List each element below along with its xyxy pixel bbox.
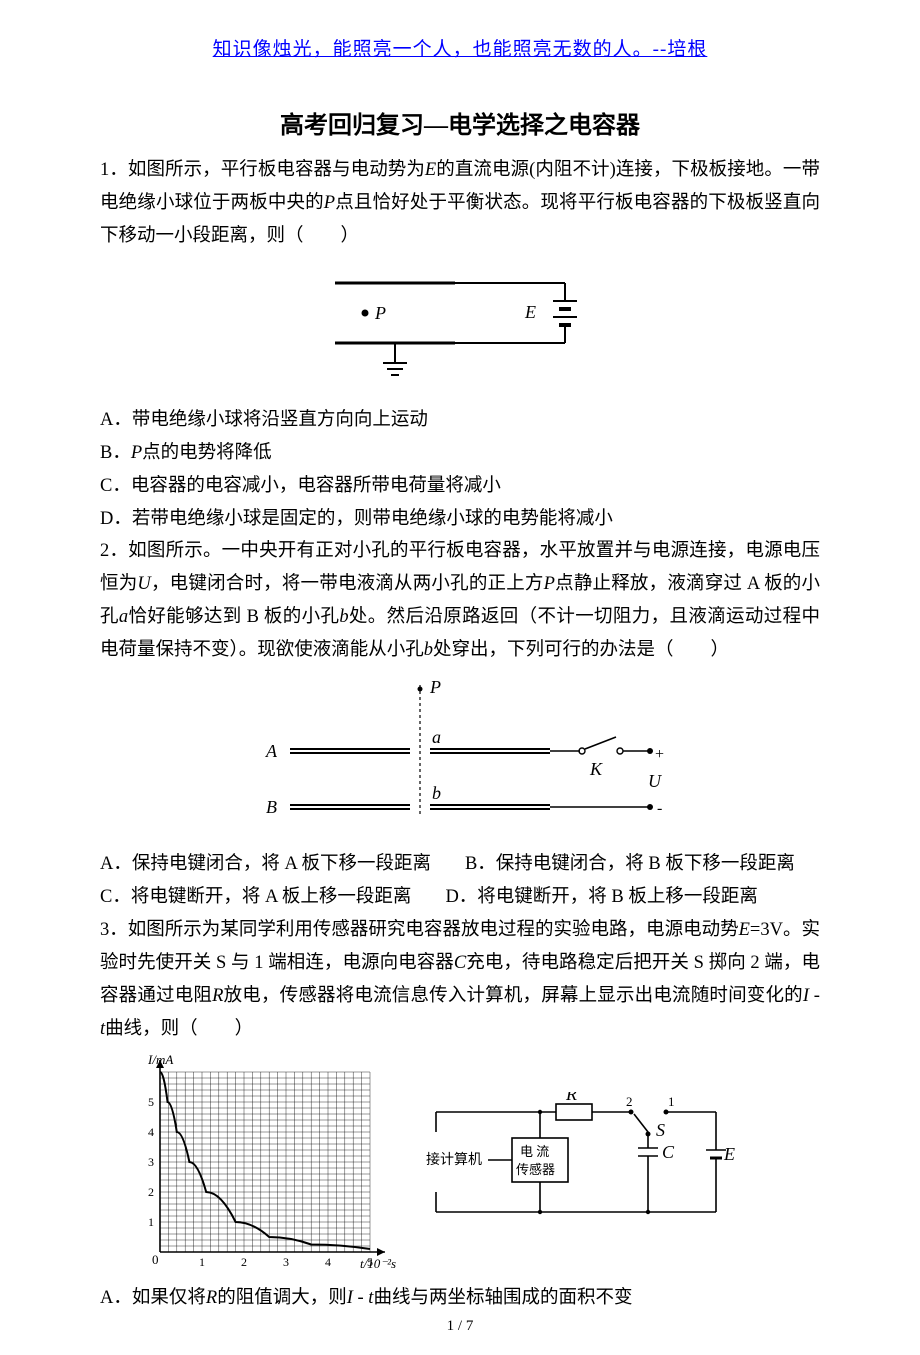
text: 1．如图所示，平行板电容器与电动势为 <box>100 160 425 180</box>
sensor-l1: 电 流 <box>520 1144 549 1159</box>
label-P: P <box>429 677 441 697</box>
label-U: U <box>648 771 662 791</box>
label-E: E <box>524 302 536 322</box>
label-K: K <box>589 759 603 779</box>
label-R: R <box>565 1092 577 1104</box>
svg-text:3: 3 <box>148 1155 154 1169</box>
var-R: R <box>212 986 223 1006</box>
q2-option-a: A．保持电键闭合，将 A 板下移一段距离 <box>100 848 431 881</box>
svg-text:5: 5 <box>148 1095 154 1109</box>
svg-text:5: 5 <box>367 1255 373 1269</box>
label-A: A <box>265 741 278 761</box>
text: A．如果仅将 <box>100 1288 206 1308</box>
q2-option-b: B．保持电键闭合，将 B 板下移一段距离 <box>465 848 795 881</box>
svg-text:+: + <box>655 746 664 763</box>
q2-option-c: C．将电键断开，将 A 板上移一段距离 <box>100 881 411 914</box>
text: 曲线与两坐标轴围成的面积不变 <box>373 1288 632 1308</box>
svg-text:4: 4 <box>148 1125 154 1139</box>
q2-options-row-2: C．将电键断开，将 A 板上移一段距离 D．将电键断开，将 B 板上移一段距离 <box>100 881 820 914</box>
text: 3．如图所示为某同学利用传感器研究电容器放电过程的实验电路，电源电动势 <box>100 920 739 940</box>
var-U: U <box>137 574 150 594</box>
q1-figure: P E <box>100 263 820 398</box>
text: - <box>353 1288 368 1308</box>
label-1: 1 <box>668 1094 675 1109</box>
text: 恰好能够达到 B 板的小孔 <box>128 607 339 627</box>
svg-text:1: 1 <box>148 1215 154 1229</box>
epigraph: 知识像烛光，能照亮一个人，也能照亮无数的人。--培根 <box>100 34 820 61</box>
q3-figure-row: I/mA t/10⁻²s 1 2 3 4 5 1 2 3 4 5 0 R 2 1 S <box>130 1052 820 1282</box>
var-b: b <box>339 607 348 627</box>
label-E: E <box>723 1144 735 1164</box>
label-C: C <box>662 1142 675 1162</box>
q3-circuit: R 2 1 S E C <box>416 1092 736 1242</box>
var-P: P <box>131 443 142 463</box>
document-title: 高考回归复习—电学选择之电容器 <box>100 105 820 140</box>
label-P: P <box>374 303 386 323</box>
var-E: E <box>739 920 750 940</box>
graph-ylabel: I/mA <box>147 1052 173 1067</box>
svg-text:3: 3 <box>283 1255 289 1269</box>
text: 处穿出，下列可行的办法是（ ） <box>433 640 729 660</box>
q2-figure: P A a B b + K U - <box>100 677 820 842</box>
q3-stem: 3．如图所示为某同学利用传感器研究电容器放电过程的实验电路，电源电动势E=3V。… <box>100 914 820 1046</box>
q3-option-a: A．如果仅将R的阻值调大，则I - t曲线与两坐标轴围成的面积不变 <box>100 1282 820 1315</box>
var-E: E <box>425 160 436 180</box>
text: 放电，传感器将电流信息传入计算机，屏幕上显示出电流随时间变化的 <box>223 986 802 1006</box>
var-R: R <box>206 1288 217 1308</box>
q2-options-row-1: A．保持电键闭合，将 A 板下移一段距离 B．保持电键闭合，将 B 板下移一段距… <box>100 848 820 881</box>
svg-text:2: 2 <box>148 1185 154 1199</box>
text: 的阻值调大，则 <box>217 1288 347 1308</box>
graph-xlabel: t/10⁻²s <box>360 1256 396 1271</box>
svg-text:1: 1 <box>199 1255 205 1269</box>
q1-option-d: D．若带电绝缘小球是固定的，则带电绝缘小球的电势能将减小 <box>100 503 820 536</box>
text: ，电键闭合时，将一带电液滴从两小孔的正上方 <box>151 574 544 594</box>
label-a: a <box>432 727 441 747</box>
svg-text:0: 0 <box>152 1252 159 1267</box>
label-computer: 接计算机 <box>426 1151 482 1168</box>
var-P: P <box>324 193 335 213</box>
q1-stem: 1．如图所示，平行板电容器与电动势为E的直流电源(内阻不计)连接，下极板接地。一… <box>100 154 820 253</box>
q2-option-d: D．将电键断开，将 B 板上移一段距离 <box>445 881 757 914</box>
var-b: b <box>424 640 433 660</box>
svg-text:2: 2 <box>241 1255 247 1269</box>
sensor-l2: 传感器 <box>516 1162 555 1177</box>
q2-stem: 2．如图所示。一中央开有正对小孔的平行板电容器，水平放置并与电源连接，电源电压恒… <box>100 535 820 667</box>
label-2: 2 <box>626 1094 633 1109</box>
text: - <box>809 986 820 1006</box>
text: B． <box>100 443 131 463</box>
text: 曲线，则（ ） <box>105 1019 253 1039</box>
label-S: S <box>656 1120 665 1140</box>
page: 知识像烛光，能照亮一个人，也能照亮无数的人。--培根 高考回归复习—电学选择之电… <box>0 0 920 1355</box>
q1-option-a: A．带电绝缘小球将沿竖直方向向上运动 <box>100 404 820 437</box>
q1-option-b: B．P点的电势将降低 <box>100 437 820 470</box>
var-a: a <box>119 607 128 627</box>
q3-graph: I/mA t/10⁻²s 1 2 3 4 5 1 2 3 4 5 0 <box>130 1052 400 1282</box>
q1-option-c: C．电容器的电容减小，电容器所带电荷量将减小 <box>100 470 820 503</box>
page-number: 1 / 7 <box>0 1318 920 1335</box>
var-P: P <box>544 574 555 594</box>
label-B: B <box>266 797 277 817</box>
text: 点的电势将降低 <box>142 443 272 463</box>
svg-text:-: - <box>657 800 662 817</box>
var-C: C <box>454 953 466 973</box>
svg-text:4: 4 <box>325 1255 331 1269</box>
label-b: b <box>432 783 441 803</box>
